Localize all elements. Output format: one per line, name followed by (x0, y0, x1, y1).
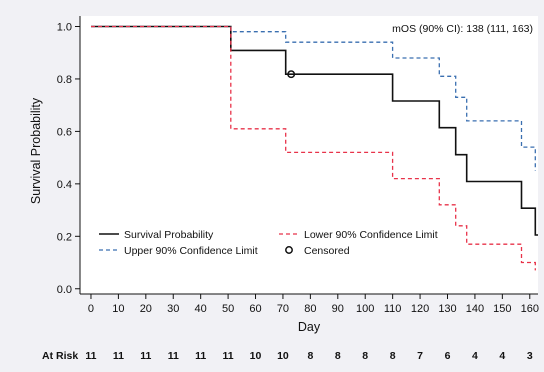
x-tick-label: 150 (493, 303, 511, 315)
series-line-upper-90-confidence-limit (91, 25, 536, 171)
legend: Survival Probability Lower 90% Confidence… (99, 229, 438, 257)
x-tick-label: 50 (222, 303, 234, 315)
at-risk-count: 11 (113, 350, 124, 362)
x-tick-label: 80 (304, 303, 316, 315)
y-tick-label: 0.4 (57, 179, 72, 191)
x-tick-label: 0 (88, 303, 94, 315)
series-layer (91, 25, 538, 271)
y-tick-label: 1.0 (57, 21, 72, 33)
legend-label: Lower 90% Confidence Limit (304, 229, 438, 241)
series-line-survival-probability (91, 25, 538, 236)
x-tick-label: 30 (167, 303, 179, 315)
x-tick-label: 60 (249, 303, 261, 315)
y-tick-label: 0.8 (57, 74, 72, 86)
y-axis-ticks: 0.0 0.2 0.4 0.6 0.8 1.0 (57, 21, 80, 296)
y-axis-title: Survival Probability (29, 97, 43, 204)
y-tick-label: 0.6 (57, 126, 72, 138)
x-tick-label: 10 (112, 303, 124, 315)
legend-label: Survival Probability (124, 229, 214, 241)
at-risk-count: 11 (223, 350, 234, 362)
at-risk-count: 11 (195, 350, 206, 362)
at-risk-count: 11 (168, 350, 179, 362)
y-tick-label: 0.0 (57, 284, 72, 296)
x-tick-label: 160 (521, 303, 539, 315)
at-risk-count: 4 (499, 350, 505, 362)
x-tick-label: 40 (195, 303, 207, 315)
at-risk-count: 8 (335, 350, 341, 362)
x-tick-label: 20 (140, 303, 152, 315)
annotation-mos: mOS (90% CI): 138 (111, 163) (392, 23, 533, 35)
x-axis-ticks: 0 10 20 30 40 50 60 70 80 90 100 110 120 130 140 150 160 (88, 294, 539, 315)
at-risk-count: 11 (140, 350, 151, 362)
censored-marker (287, 70, 296, 79)
at-risk-row: 11 11 11 11 11 11 10 10 8 8 8 8 7 6 4 4 3 (85, 350, 532, 362)
at-risk-count: 3 (527, 350, 533, 362)
censor-markers (287, 70, 296, 79)
x-tick-label: 70 (277, 303, 289, 315)
at-risk-count: 8 (307, 350, 313, 362)
legend-label: Upper 90% Confidence Limit (124, 245, 258, 257)
at-risk-count: 8 (362, 350, 368, 362)
at-risk-count: 4 (472, 350, 478, 362)
at-risk-count: 8 (390, 350, 396, 362)
at-risk-count: 6 (445, 350, 451, 362)
at-risk-count: 11 (85, 350, 96, 362)
x-tick-label: 110 (384, 303, 402, 315)
x-tick-label: 140 (466, 303, 484, 315)
x-axis-title: Day (298, 320, 321, 334)
at-risk-count: 7 (417, 350, 423, 362)
x-tick-label: 130 (438, 303, 456, 315)
x-tick-label: 120 (411, 303, 429, 315)
at-risk-count: 10 (250, 350, 262, 362)
x-tick-label: 90 (332, 303, 344, 315)
legend-label: Censored (304, 245, 350, 257)
y-tick-label: 0.2 (57, 231, 72, 243)
series-line-lower-90-confidence-limit (91, 25, 536, 271)
at-risk-count: 10 (277, 350, 289, 362)
at-risk-label: At Risk (42, 350, 78, 362)
legend-censored-marker (285, 246, 293, 254)
x-tick-label: 100 (356, 303, 374, 315)
